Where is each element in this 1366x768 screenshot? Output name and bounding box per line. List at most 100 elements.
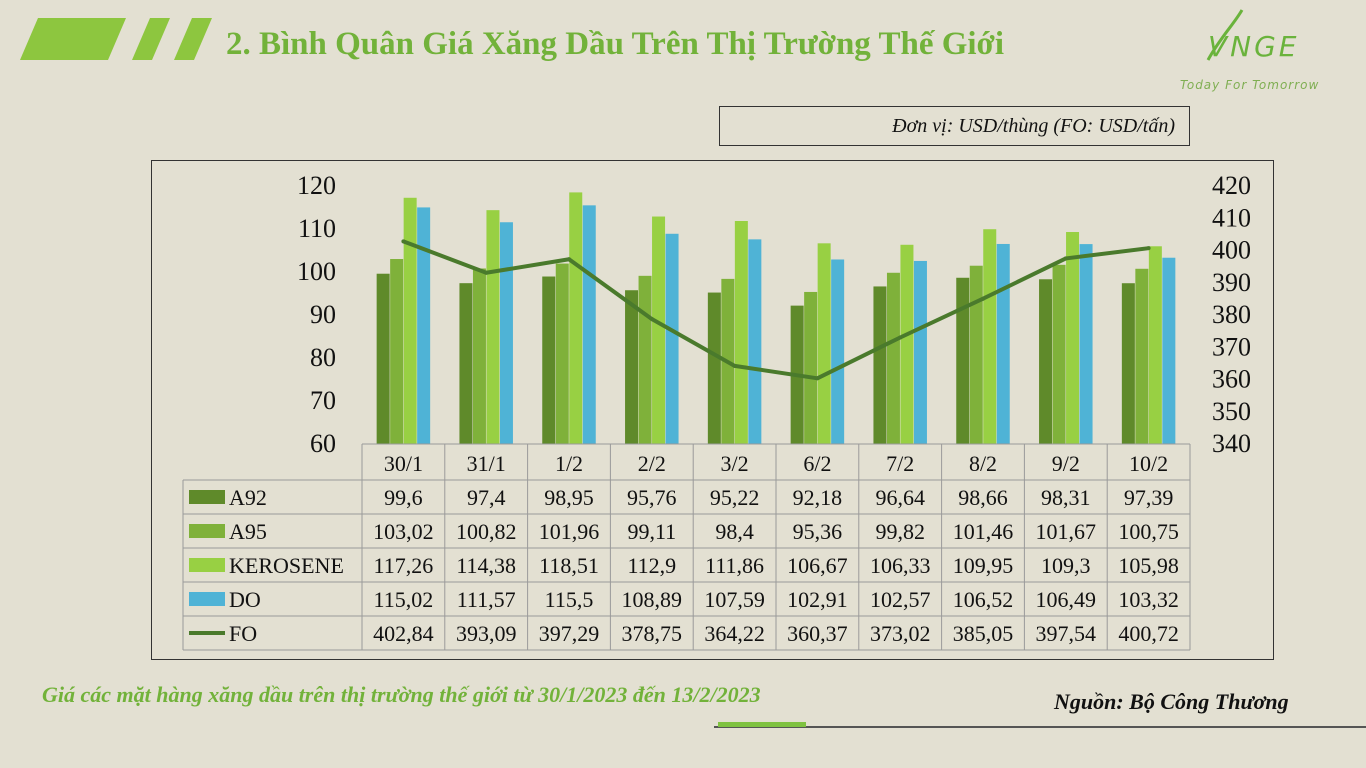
bar-do bbox=[748, 239, 762, 444]
data-label-do: 111,57 bbox=[457, 587, 516, 612]
y-left-tick-label: 80 bbox=[310, 343, 336, 372]
data-label-a95: 100,82 bbox=[456, 519, 517, 544]
data-label-kerosene: 111,86 bbox=[705, 553, 764, 578]
logo-tagline: Today For Tomorrow bbox=[1180, 78, 1320, 92]
bar-a92 bbox=[956, 277, 970, 444]
x-tick-label: 10/2 bbox=[1129, 451, 1168, 476]
footer-rule bbox=[714, 726, 1366, 728]
bar-a92 bbox=[707, 292, 721, 444]
page-title: 2. Bình Quân Giá Xăng Dầu Trên Thị Trườn… bbox=[226, 26, 1004, 62]
vnge-logo-icon bbox=[1206, 9, 1244, 61]
legend-swatch-a95 bbox=[189, 524, 225, 538]
point-fo bbox=[1063, 256, 1068, 261]
bar-a95 bbox=[472, 268, 486, 444]
bar-a92 bbox=[376, 273, 390, 444]
data-label-kerosene: 105,98 bbox=[1118, 553, 1179, 578]
unit-note: Đơn vị: USD/thùng (FO: USD/tấn) bbox=[719, 106, 1190, 146]
data-label-fo: 364,22 bbox=[704, 621, 765, 646]
bar-a92 bbox=[1121, 283, 1135, 444]
data-label-fo: 378,75 bbox=[622, 621, 683, 646]
bar-kerosene bbox=[403, 197, 417, 444]
data-label-a92: 98,31 bbox=[1041, 485, 1091, 510]
y-right-tick-label: 380 bbox=[1212, 300, 1251, 329]
data-label-do: 108,89 bbox=[622, 587, 683, 612]
bar-do bbox=[665, 233, 679, 444]
x-tick-label: 30/1 bbox=[384, 451, 423, 476]
bar-kerosene bbox=[817, 243, 831, 444]
data-label-a95: 95,36 bbox=[793, 519, 843, 544]
legend-label-a92: A92 bbox=[229, 485, 267, 510]
chart-frame bbox=[151, 160, 1274, 660]
bar-kerosene bbox=[900, 244, 914, 444]
x-tick-label: 6/2 bbox=[803, 451, 831, 476]
data-label-kerosene: 106,33 bbox=[870, 553, 931, 578]
y-right-tick-label: 370 bbox=[1212, 332, 1251, 361]
data-label-fo: 397,29 bbox=[539, 621, 600, 646]
data-label-fo: 402,84 bbox=[373, 621, 434, 646]
data-label-a95: 103,02 bbox=[373, 519, 434, 544]
legend-label-do: DO bbox=[229, 587, 261, 612]
bar-do bbox=[417, 207, 431, 444]
data-label-do: 102,91 bbox=[787, 587, 848, 612]
bar-do bbox=[582, 205, 596, 444]
y-right-tick-label: 400 bbox=[1212, 236, 1251, 265]
bar-a95 bbox=[555, 263, 569, 444]
data-label-a95: 98,4 bbox=[715, 519, 754, 544]
data-label-kerosene: 106,67 bbox=[787, 553, 848, 578]
x-tick-label: 8/2 bbox=[969, 451, 997, 476]
point-fo bbox=[981, 296, 985, 301]
point-fo bbox=[1146, 246, 1151, 251]
x-tick-label: 3/2 bbox=[721, 451, 749, 476]
bar-kerosene bbox=[983, 229, 997, 444]
legend-swatch-kerosene bbox=[189, 558, 225, 572]
data-label-kerosene: 112,9 bbox=[627, 553, 676, 578]
legend-label-fo: FO bbox=[229, 621, 257, 646]
y-right-tick-label: 360 bbox=[1212, 365, 1251, 394]
data-label-a92: 92,18 bbox=[793, 485, 843, 510]
y-left-tick-label: 70 bbox=[310, 386, 336, 415]
data-label-kerosene: 114,38 bbox=[456, 553, 516, 578]
y-left-tick-label: 60 bbox=[310, 429, 336, 458]
x-tick-label: 9/2 bbox=[1052, 451, 1080, 476]
bar-a95 bbox=[1135, 268, 1149, 444]
y-right-tick-label: 350 bbox=[1212, 397, 1251, 426]
source-note: Nguồn: Bộ Công Thương bbox=[1054, 689, 1289, 714]
bar-a95 bbox=[969, 265, 983, 444]
bar-kerosene bbox=[652, 216, 666, 444]
data-label-a92: 95,76 bbox=[627, 485, 677, 510]
bar-do bbox=[996, 243, 1010, 444]
point-fo bbox=[898, 335, 903, 340]
data-label-a92: 97,4 bbox=[467, 485, 506, 510]
data-label-a92: 97,39 bbox=[1124, 485, 1174, 510]
bar-kerosene bbox=[1148, 246, 1162, 444]
data-label-fo: 393,09 bbox=[456, 621, 517, 646]
point-fo bbox=[484, 270, 489, 275]
data-label-a95: 100,75 bbox=[1118, 519, 1179, 544]
bar-a95 bbox=[638, 275, 652, 444]
bar-a92 bbox=[1039, 279, 1053, 444]
y-right-tick-label: 410 bbox=[1212, 203, 1251, 232]
y-left-tick-label: 110 bbox=[298, 214, 336, 243]
bar-a95 bbox=[804, 291, 818, 444]
chart-caption: Giá các mặt hàng xăng dầu trên thị trườn… bbox=[42, 682, 761, 707]
bar-a95 bbox=[1052, 264, 1066, 444]
data-label-do: 106,52 bbox=[953, 587, 1014, 612]
legend-swatch-do bbox=[189, 592, 225, 606]
data-label-a92: 99,6 bbox=[384, 485, 423, 510]
data-label-do: 102,57 bbox=[870, 587, 931, 612]
bar-kerosene bbox=[734, 221, 748, 444]
data-label-kerosene: 118,51 bbox=[539, 553, 599, 578]
point-fo bbox=[815, 376, 820, 381]
data-label-kerosene: 109,95 bbox=[953, 553, 1014, 578]
data-label-fo: 360,37 bbox=[787, 621, 848, 646]
y-left-tick-label: 100 bbox=[297, 257, 336, 286]
y-left-tick-label: 120 bbox=[297, 171, 336, 200]
x-tick-label: 31/1 bbox=[467, 451, 506, 476]
y-right-tick-label: 390 bbox=[1212, 268, 1251, 297]
point-fo bbox=[567, 257, 571, 262]
legend-label-kerosene: KEROSENE bbox=[229, 553, 344, 578]
data-label-a95: 101,96 bbox=[539, 519, 600, 544]
data-label-a95: 99,11 bbox=[627, 519, 676, 544]
data-label-a92: 98,66 bbox=[958, 485, 1008, 510]
